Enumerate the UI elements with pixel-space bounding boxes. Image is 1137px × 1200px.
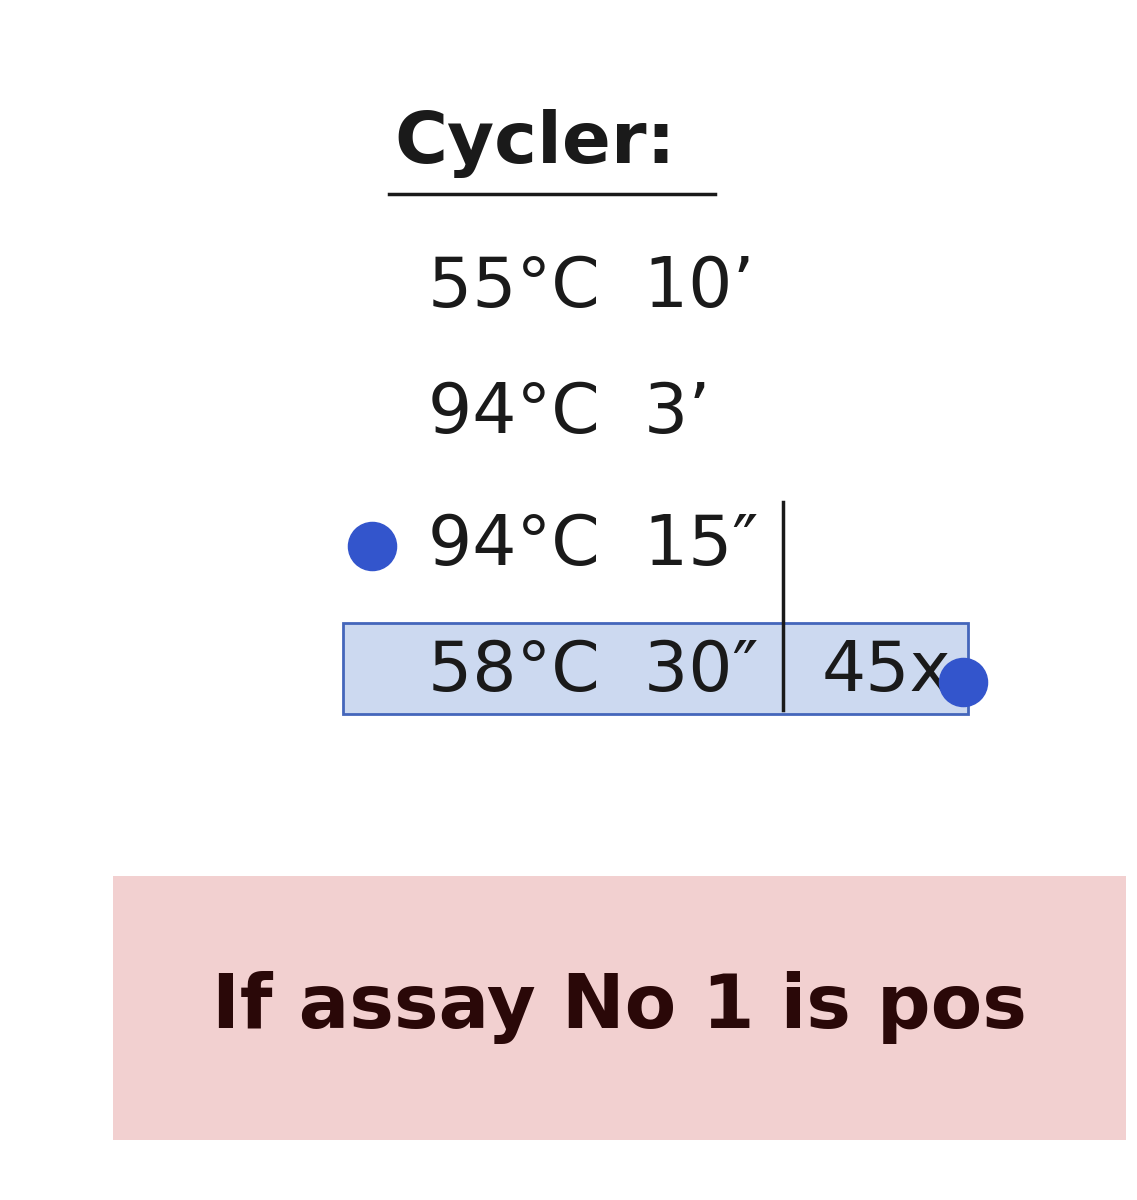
Text: 45x: 45x (822, 638, 952, 706)
Text: If assay No 1 is pos: If assay No 1 is pos (211, 972, 1027, 1044)
FancyBboxPatch shape (343, 623, 969, 714)
FancyBboxPatch shape (113, 876, 1126, 1140)
Text: 55°C  10’: 55°C 10’ (428, 254, 755, 322)
Point (954, 672, 972, 691)
Point (363, 536, 381, 556)
Text: 58°C  30″: 58°C 30″ (428, 638, 758, 706)
Text: 94°C  15″: 94°C 15″ (428, 512, 758, 580)
Text: Cycler:: Cycler: (395, 109, 675, 179)
Text: 94°C  3’: 94°C 3’ (428, 380, 711, 448)
